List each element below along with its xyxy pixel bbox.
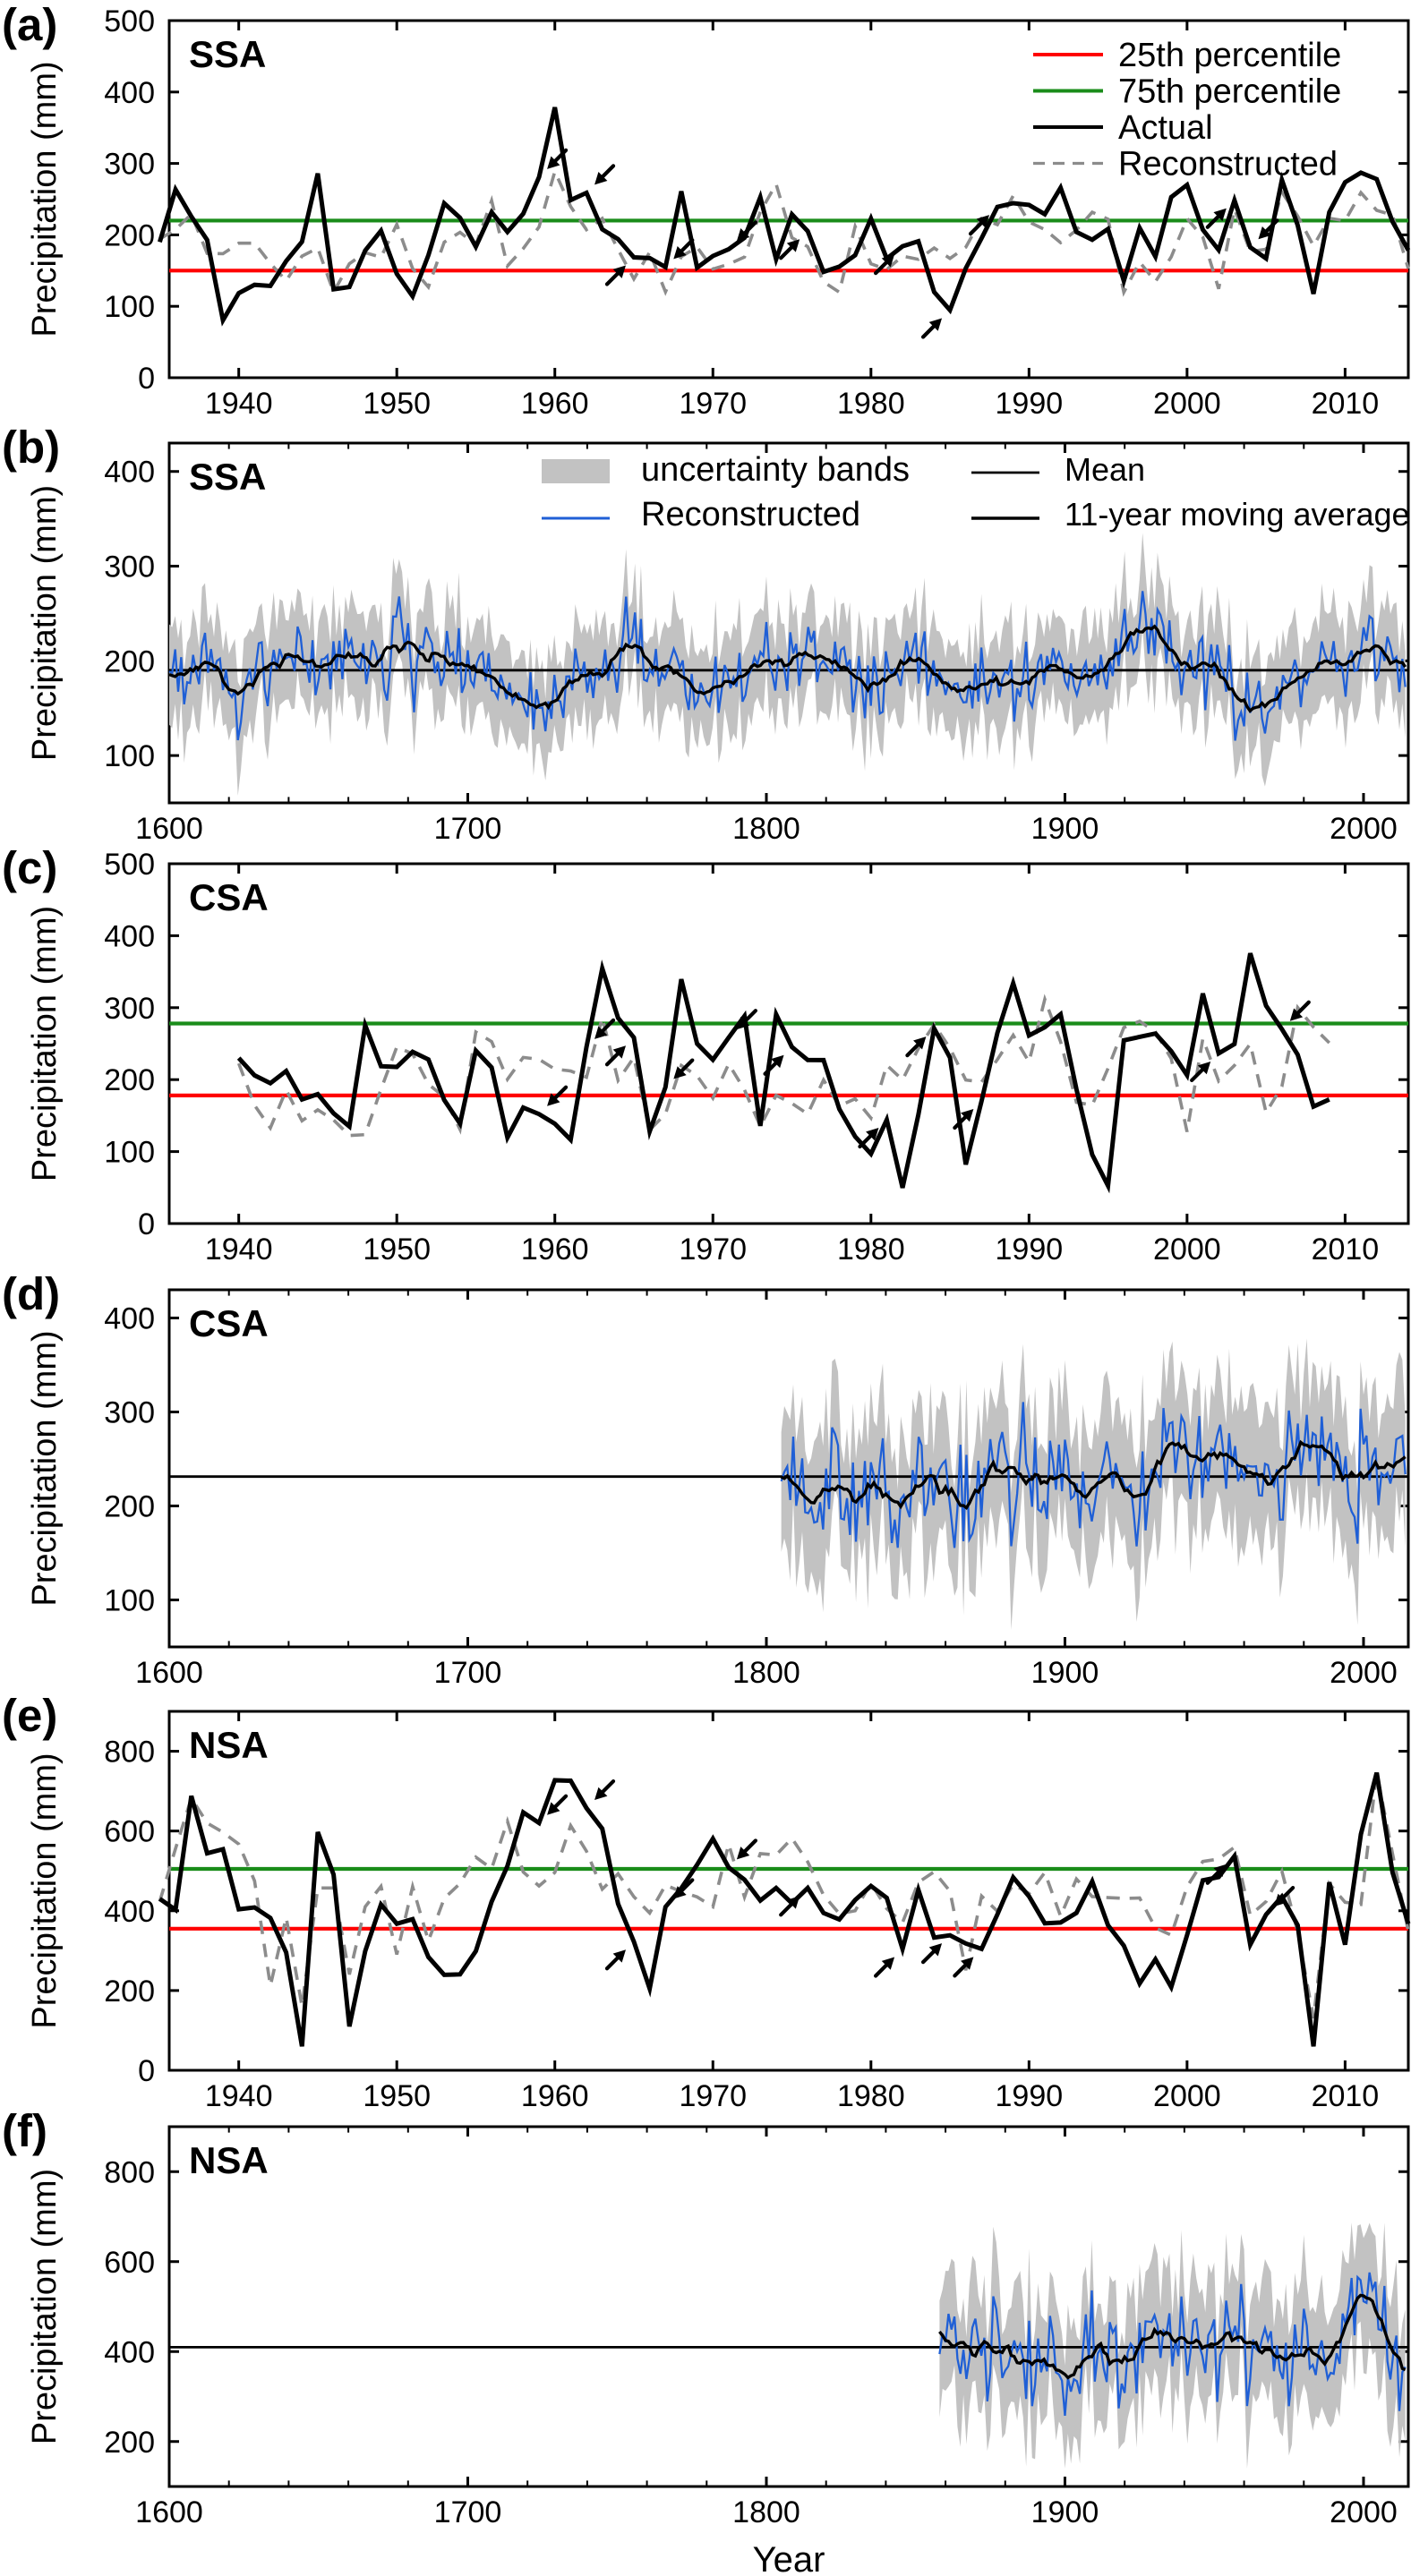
svg-text:SSA: SSA [189, 33, 266, 75]
svg-text:500: 500 [104, 4, 155, 38]
svg-text:1600: 1600 [135, 1656, 203, 1690]
svg-text:500: 500 [104, 848, 155, 882]
svg-text:1980: 1980 [837, 387, 905, 421]
svg-text:Reconstructed: Reconstructed [1118, 146, 1338, 183]
svg-text:800: 800 [104, 2155, 155, 2189]
svg-text:1940: 1940 [205, 387, 273, 421]
svg-text:1970: 1970 [679, 2079, 747, 2113]
svg-text:1990: 1990 [996, 387, 1064, 421]
svg-text:600: 600 [104, 1815, 155, 1849]
svg-text:2010: 2010 [1312, 1233, 1380, 1267]
svg-text:200: 200 [104, 644, 155, 678]
svg-text:NSA: NSA [189, 1724, 269, 1766]
svg-text:2000: 2000 [1330, 1656, 1398, 1690]
svg-text:300: 300 [104, 992, 155, 1026]
svg-text:2000: 2000 [1330, 2495, 1398, 2529]
svg-text:1940: 1940 [205, 1233, 273, 1267]
svg-text:200: 200 [104, 1490, 155, 1524]
svg-text:1960: 1960 [521, 1233, 589, 1267]
svg-text:200: 200 [104, 2426, 155, 2460]
svg-text:CSA: CSA [189, 1302, 269, 1344]
svg-text:1900: 1900 [1031, 1656, 1099, 1690]
svg-text:Mean: Mean [1065, 451, 1145, 488]
svg-text:400: 400 [104, 456, 155, 490]
svg-text:400: 400 [104, 76, 155, 110]
svg-text:100: 100 [104, 290, 155, 324]
svg-text:800: 800 [104, 1736, 155, 1770]
svg-text:2000: 2000 [1153, 387, 1221, 421]
svg-text:1950: 1950 [363, 2079, 431, 2113]
svg-text:1900: 1900 [1031, 2495, 1099, 2529]
svg-text:100: 100 [104, 1136, 155, 1170]
svg-text:Precipitation (mm): Precipitation (mm) [26, 1330, 64, 1606]
svg-text:Precipitation (mm): Precipitation (mm) [26, 485, 64, 761]
svg-text:1990: 1990 [996, 1233, 1064, 1267]
svg-text:1700: 1700 [434, 812, 502, 846]
svg-text:100: 100 [104, 1584, 155, 1618]
svg-text:600: 600 [104, 2246, 155, 2280]
svg-text:2000: 2000 [1330, 812, 1398, 846]
svg-text:1800: 1800 [732, 2495, 800, 2529]
svg-text:SSA: SSA [189, 456, 266, 498]
svg-text:1600: 1600 [135, 812, 203, 846]
svg-text:400: 400 [104, 919, 155, 953]
svg-text:1700: 1700 [434, 1656, 502, 1690]
svg-text:1950: 1950 [363, 387, 431, 421]
svg-text:1900: 1900 [1031, 812, 1099, 846]
svg-text:1600: 1600 [135, 2495, 203, 2529]
svg-text:2000: 2000 [1153, 1233, 1221, 1267]
svg-text:1800: 1800 [732, 812, 800, 846]
svg-text:0: 0 [138, 1207, 155, 1241]
svg-text:Precipitation (mm): Precipitation (mm) [26, 1753, 64, 2028]
svg-text:Precipitation (mm): Precipitation (mm) [26, 61, 64, 337]
svg-text:(b): (b) [2, 422, 60, 473]
svg-text:400: 400 [104, 1302, 155, 1336]
svg-text:1970: 1970 [679, 387, 747, 421]
svg-text:CSA: CSA [189, 876, 269, 918]
svg-text:1960: 1960 [521, 2079, 589, 2113]
svg-text:Precipitation (mm): Precipitation (mm) [26, 906, 64, 1181]
svg-text:2000: 2000 [1153, 2079, 1221, 2113]
svg-text:75th percentile: 75th percentile [1118, 73, 1341, 111]
svg-text:11-year moving average: 11-year moving average [1065, 496, 1410, 533]
svg-text:uncertainty bands: uncertainty bands [641, 451, 910, 489]
svg-text:1700: 1700 [434, 2495, 502, 2529]
svg-text:400: 400 [104, 2335, 155, 2369]
svg-text:Year: Year [753, 2540, 825, 2576]
svg-text:Actual: Actual [1118, 109, 1213, 147]
svg-text:NSA: NSA [189, 2139, 269, 2181]
svg-text:300: 300 [104, 148, 155, 182]
svg-text:25th percentile: 25th percentile [1118, 37, 1341, 74]
svg-text:Precipitation (mm): Precipitation (mm) [26, 2169, 64, 2444]
svg-text:1950: 1950 [363, 1233, 431, 1267]
svg-text:1940: 1940 [205, 2079, 273, 2113]
svg-text:(f): (f) [2, 2105, 47, 2156]
svg-text:1960: 1960 [521, 387, 589, 421]
svg-text:300: 300 [104, 1396, 155, 1430]
svg-text:2010: 2010 [1312, 387, 1380, 421]
svg-text:1800: 1800 [732, 1656, 800, 1690]
svg-text:200: 200 [104, 218, 155, 252]
svg-text:400: 400 [104, 1895, 155, 1929]
svg-text:0: 0 [138, 362, 155, 396]
svg-text:(c): (c) [2, 842, 57, 893]
svg-text:1970: 1970 [679, 1233, 747, 1267]
svg-text:300: 300 [104, 550, 155, 584]
svg-text:2010: 2010 [1312, 2079, 1380, 2113]
svg-text:(d): (d) [2, 1268, 60, 1319]
svg-text:100: 100 [104, 739, 155, 773]
svg-text:1980: 1980 [837, 2079, 905, 2113]
svg-text:Reconstructed: Reconstructed [641, 496, 860, 533]
svg-text:0: 0 [138, 2054, 155, 2088]
svg-text:200: 200 [104, 1975, 155, 2009]
svg-text:(e): (e) [2, 1690, 57, 1741]
svg-text:1980: 1980 [837, 1233, 905, 1267]
svg-text:200: 200 [104, 1063, 155, 1097]
svg-text:1990: 1990 [996, 2079, 1064, 2113]
svg-text:(a): (a) [2, 0, 57, 50]
